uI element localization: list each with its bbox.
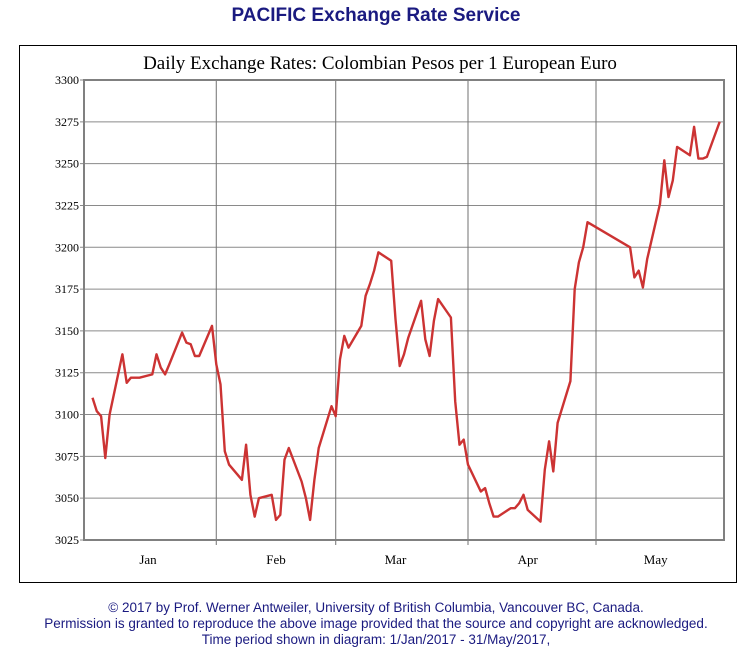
y-tick-label: 3300 <box>55 73 79 87</box>
y-tick-label: 3050 <box>55 491 79 505</box>
footer: © 2017 by Prof. Werner Antweiler, Univer… <box>0 600 752 648</box>
y-tick-label: 3175 <box>55 282 79 296</box>
time-period-text: Time period shown in diagram: 1/Jan/2017… <box>201 632 551 647</box>
y-tick-label: 3075 <box>55 449 79 463</box>
y-tick-label: 3100 <box>55 408 79 422</box>
chart-frame <box>19 45 737 583</box>
y-tick-label: 3225 <box>55 198 79 212</box>
permission-text: Permission is granted to reproduce the a… <box>44 616 708 631</box>
x-tick-label: Mar <box>385 552 407 567</box>
copyright-text: © 2017 by Prof. Werner Antweiler, Univer… <box>108 600 644 615</box>
y-axis-ticks: 3300 3275 3250 3225 3200 3175 3150 3125 3100 3075… <box>55 73 79 547</box>
plot-area <box>83 79 725 541</box>
x-tick-label: Feb <box>266 552 286 567</box>
x-axis-ticks: Jan Feb Mar Apr May <box>139 552 668 567</box>
x-tick-label: May <box>644 552 668 567</box>
y-tick-label: 3250 <box>55 157 79 171</box>
gridlines <box>80 79 724 545</box>
page-title: PACIFIC Exchange Rate Service <box>231 5 521 26</box>
exchange-rate-chart: Daily Exchange Rates: Colombian Pesos pe… <box>55 53 725 567</box>
series-line-cop-per-eur <box>91 121 721 523</box>
y-tick-label: 3125 <box>55 366 79 380</box>
x-tick-label: Apr <box>518 552 539 567</box>
y-tick-label: 3200 <box>55 240 79 254</box>
chart-title: Daily Exchange Rates: Colombian Pesos pe… <box>143 53 617 74</box>
y-tick-label: 3150 <box>55 324 79 338</box>
x-tick-label: Jan <box>139 552 157 567</box>
y-tick-label: 3275 <box>55 115 79 129</box>
y-tick-label: 3025 <box>55 533 79 547</box>
